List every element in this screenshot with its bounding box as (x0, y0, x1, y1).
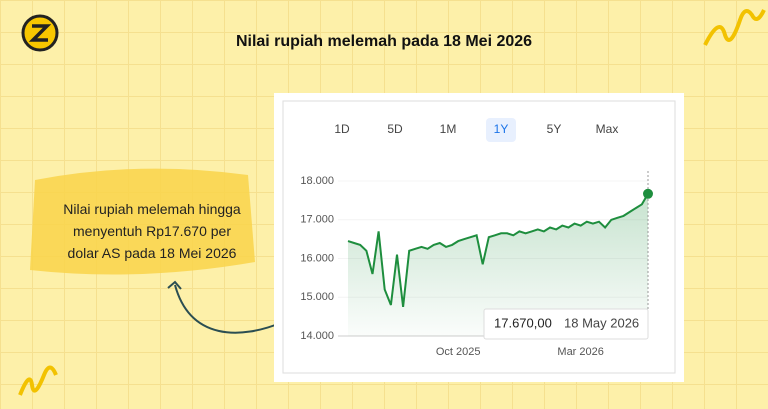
logo-z (28, 24, 52, 42)
arrowhead (167, 280, 182, 290)
range-tab[interactable]: 1D (334, 122, 350, 136)
arrow (174, 284, 284, 334)
range-tab[interactable]: 1M (440, 122, 457, 136)
range-tab[interactable]: Max (596, 122, 619, 136)
tooltip-box (483, 308, 649, 340)
y-tick-label: 17.000 (300, 214, 334, 226)
line (347, 193, 649, 308)
range-tab[interactable]: 5Y (547, 122, 562, 136)
squiggle (18, 365, 58, 396)
y-tick-label: 14.000 (300, 330, 334, 342)
x-tick-label: Oct 2025 (436, 346, 481, 358)
page-title: Nilai rupiah melemah pada 18 Mei 2026 (236, 33, 532, 50)
tooltip-value: 17.670,00 (494, 315, 552, 330)
brush-highlight (30, 168, 255, 275)
callout-line: dolar AS pada 18 Mei 2026 (68, 245, 237, 261)
hover-dot (643, 188, 653, 199)
range-selected (486, 118, 516, 142)
x-tick-label: Mar 2026 (557, 346, 603, 358)
callout-text: Nilai rupiah melemah hingga menyentuh Rp1… (63, 201, 241, 261)
y-tick-label: 15.000 (300, 291, 334, 303)
tooltip-date: 18 May 2026 (564, 315, 639, 330)
chart: 1D 5D 1M 1Y 5Y Max 14.000 15.000 16.000 17.000 18.… (300, 118, 653, 358)
y-tick-label: 16.000 (300, 252, 334, 264)
range-tab[interactable]: 5D (387, 122, 403, 136)
y-tick-label: 18.000 (300, 175, 334, 187)
squiggle (703, 9, 766, 46)
range-tab[interactable]: 1Y (494, 122, 509, 136)
callout-line: Nilai rupiah melemah hingga (63, 201, 241, 217)
callout-line: menyentuh Rp17.670 per (73, 223, 231, 239)
area (348, 193, 648, 336)
